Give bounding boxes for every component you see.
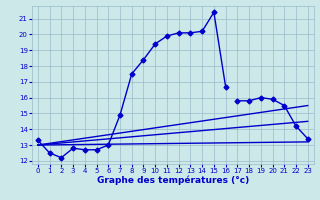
X-axis label: Graphe des températures (°c): Graphe des températures (°c) [97,176,249,185]
